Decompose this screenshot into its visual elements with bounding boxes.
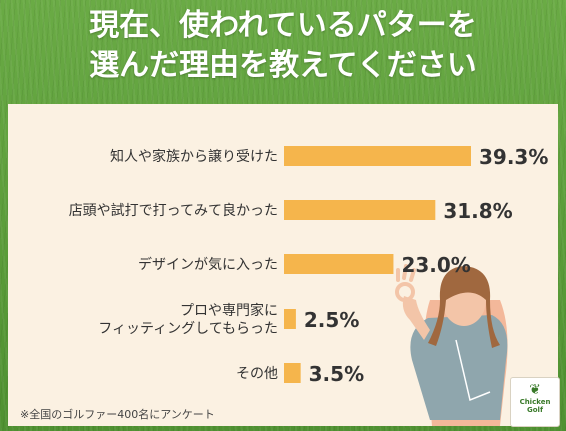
bar-4 (284, 309, 296, 329)
bar-2 (284, 200, 436, 220)
value-label-2: 31.8% (443, 199, 512, 223)
value-label-1: 39.3% (479, 145, 548, 169)
category-label-1: 知人や家族から譲り受けた (110, 148, 278, 165)
chicken-golf-logo: ❦ Chicken Golf (510, 377, 560, 427)
value-label-5: 3.5% (309, 362, 364, 386)
value-label-3: 23.0% (401, 253, 470, 277)
category-label-4: プロや専門家にフィッティングしてもらった (98, 302, 278, 337)
bar-5 (284, 363, 301, 383)
woman-illustration (395, 264, 508, 426)
page-title: 現在、使われているパターを 選んだ理由を教えてください (0, 6, 566, 86)
bar-3 (284, 254, 394, 274)
category-label-2: 店頭や試打で打ってみて良かった (69, 202, 278, 219)
category-label-3: デザインが気に入った (138, 256, 278, 273)
title-line-2: 選んだ理由を教えてください (89, 48, 477, 83)
survey-note: ※全国のゴルファー400名にアンケート (20, 408, 215, 421)
category-label-5: その他 (236, 366, 278, 382)
logo-text: Chicken Golf (519, 398, 551, 414)
leaf-icon: ❦ (529, 382, 541, 398)
value-label-4: 2.5% (304, 308, 359, 332)
title-line-1: 現在、使われているパターを (89, 8, 477, 43)
bar-1 (284, 146, 471, 166)
